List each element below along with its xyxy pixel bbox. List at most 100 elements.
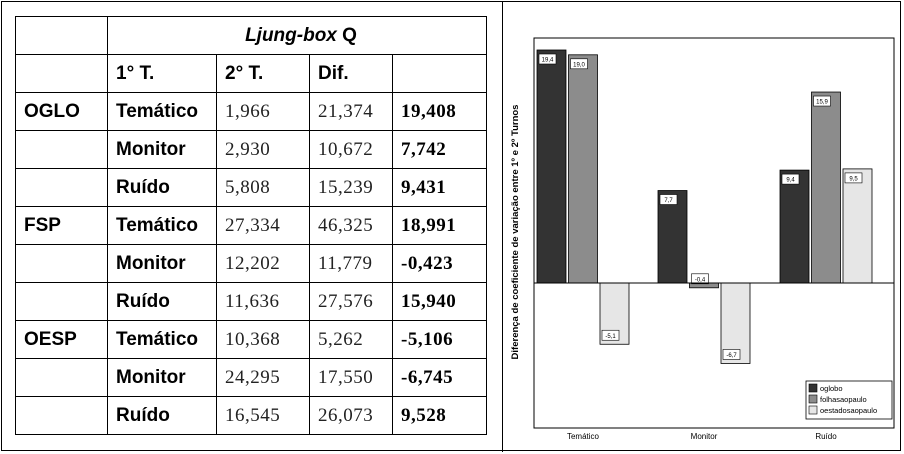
table-row: Ruído 16,545 26,073 9,528 <box>15 396 487 435</box>
legend-label: folhasaopaulo <box>820 395 867 404</box>
value-1t: 12,202 <box>216 244 310 283</box>
ljung-box-table: Ljung-box Q 1° T. 2° T. Dif. OGLO Temátic… <box>15 16 487 435</box>
empty-cell <box>15 54 108 93</box>
type-label: Ruído <box>107 282 217 321</box>
group-label: FSP <box>15 206 108 245</box>
value-1t: 10,368 <box>216 320 310 359</box>
data-label: -6,7 <box>726 353 737 359</box>
data-label-box <box>691 273 709 285</box>
x-tick-label: Monitor <box>691 432 718 441</box>
value-2t: 15,239 <box>309 168 393 207</box>
header-2t: 2° T. <box>216 54 310 93</box>
table-row: Monitor 24,295 17,550 -6,745 <box>15 358 487 397</box>
value-1t: 27,334 <box>216 206 310 245</box>
type-label: Monitor <box>107 244 217 283</box>
table-row: Monitor 2,930 10,672 7,742 <box>15 130 487 169</box>
table-row: FSP Temático 27,334 46,325 18,991 <box>15 206 487 245</box>
type-label: Temático <box>107 320 217 359</box>
bar-oestadosaopaulo-2 <box>842 168 873 284</box>
type-label: Ruído <box>107 168 217 207</box>
data-label: 7,7 <box>664 198 673 204</box>
value-dif: 18,991 <box>392 206 487 245</box>
bar-chart: 19,4 7,7 9,4 19,0 -0,4 15,9 -5,1 -6,7 9,5 Temátic… <box>510 37 895 441</box>
empty-cell <box>15 16 108 55</box>
value-dif: -0,423 <box>392 244 487 283</box>
legend-swatch <box>808 394 818 404</box>
type-label: Temático <box>107 206 217 245</box>
data-label: 9,4 <box>786 178 795 184</box>
type-label: Temático <box>107 92 217 131</box>
table-header-row: 1° T. 2° T. Dif. <box>15 54 487 93</box>
value-1t: 11,636 <box>216 282 310 321</box>
table-title-row: Ljung-box Q <box>15 16 487 55</box>
ljung-box-table-panel: Ljung-box Q 1° T. 2° T. Dif. OGLO Temátic… <box>15 16 487 435</box>
data-label: -5,1 <box>605 334 616 340</box>
data-label-box <box>538 53 557 65</box>
value-1t: 5,808 <box>216 168 310 207</box>
value-dif: 9,528 <box>392 396 487 435</box>
group-label <box>15 282 108 321</box>
type-label: Ruído <box>107 396 217 435</box>
value-2t: 21,374 <box>309 92 393 131</box>
group-label <box>15 244 108 283</box>
value-dif: 19,408 <box>392 92 487 131</box>
group-label <box>15 396 108 435</box>
data-label: 19,4 <box>542 58 554 64</box>
header-dif: Dif. <box>309 54 393 93</box>
type-label: Monitor <box>107 130 217 169</box>
data-label: 15,9 <box>816 100 828 106</box>
value-dif: -6,745 <box>392 358 487 397</box>
data-label-box <box>781 173 800 185</box>
value-dif: 15,940 <box>392 282 487 321</box>
bar-folhasaopaulo-0 <box>568 54 598 284</box>
plot-frame <box>533 37 895 429</box>
data-label-box <box>659 194 678 205</box>
table-title-italic: Ljung-box <box>245 24 337 46</box>
value-2t: 11,779 <box>309 244 393 283</box>
table-row: Ruído 5,808 15,239 9,431 <box>15 168 487 207</box>
header-1t: 1° T. <box>107 54 217 93</box>
y-axis-label: Diferença de coeficiente de variação ent… <box>510 105 521 360</box>
table-row: OESP Temático 10,368 5,262 -5,106 <box>15 320 487 359</box>
group-label <box>15 130 108 169</box>
value-2t: 46,325 <box>309 206 393 245</box>
data-label-box <box>722 349 741 360</box>
data-label: 19,0 <box>573 62 585 68</box>
table-row: Ruído 11,636 27,576 15,940 <box>15 282 487 321</box>
data-label: -0,4 <box>695 277 706 283</box>
data-label-box <box>813 95 831 107</box>
table-title: Ljung-box Q <box>107 16 487 55</box>
value-2t: 26,073 <box>309 396 393 435</box>
legend-box <box>805 380 893 420</box>
type-label: Monitor <box>107 358 217 397</box>
value-1t: 16,545 <box>216 396 310 435</box>
panel-divider <box>502 1 503 452</box>
value-1t: 24,295 <box>216 358 310 397</box>
value-2t: 17,550 <box>309 358 393 397</box>
table-row: Monitor 12,202 11,779 -0,423 <box>15 244 487 283</box>
data-label: 9,5 <box>849 176 858 182</box>
bar-oglobo-0 <box>536 49 567 284</box>
value-1t: 2,930 <box>216 130 310 169</box>
value-dif: -5,106 <box>392 320 487 359</box>
data-label-box <box>570 58 588 70</box>
legend-label: oestadosaopaulo <box>820 406 877 415</box>
value-dif: 7,742 <box>392 130 487 169</box>
table-title-plain: Q <box>336 24 357 46</box>
bar-oglobo-1 <box>657 190 688 284</box>
bar-oglobo-2 <box>779 169 810 284</box>
empty-cell <box>392 54 487 93</box>
value-1t: 1,966 <box>216 92 310 131</box>
legend-swatch <box>808 383 818 393</box>
value-dif: 9,431 <box>392 168 487 207</box>
data-label-box <box>844 172 863 184</box>
value-2t: 27,576 <box>309 282 393 321</box>
group-label <box>15 168 108 207</box>
legend-label: oglobo <box>820 384 843 393</box>
table-row: OGLO Temático 1,966 21,374 19,408 <box>15 92 487 131</box>
group-label <box>15 358 108 397</box>
legend-swatch <box>808 405 818 415</box>
bar-folhasaopaulo-2 <box>811 91 841 284</box>
x-tick-label: Temático <box>567 432 600 441</box>
group-label: OGLO <box>15 92 108 131</box>
